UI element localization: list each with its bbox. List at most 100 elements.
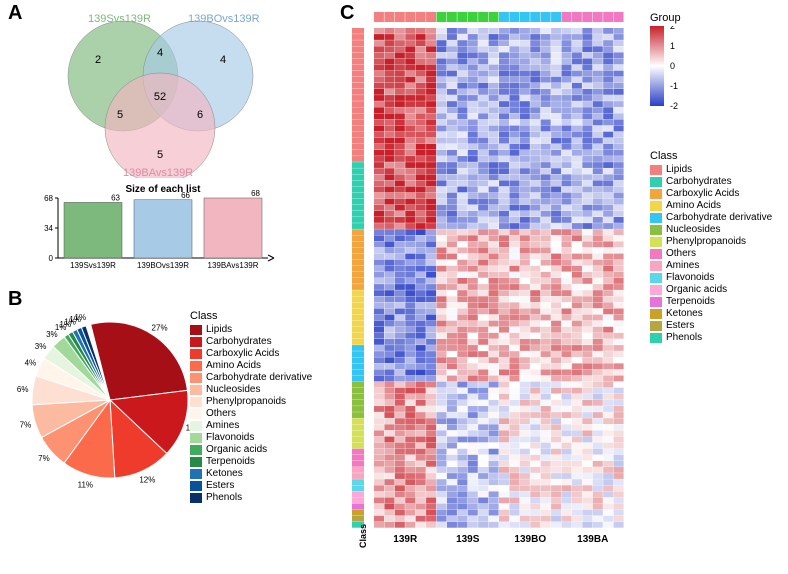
svg-text:139Svs139R: 139Svs139R [88,13,151,25]
legend-swatch [650,165,662,175]
legend-swatch [650,333,662,343]
legend-swatch [190,445,202,455]
svg-text:6%: 6% [17,385,29,394]
svg-text:52: 52 [154,91,166,103]
class-pie-chart: 27%14%12%11%7%7%6%4%3%3%1%1%1%1%1% [10,300,210,500]
svg-text:139BA: 139BA [577,534,608,545]
legend-swatch [190,469,202,479]
scale-title: Group [650,12,710,24]
svg-text:12%: 12% [139,476,155,485]
legend-label: Others [206,408,236,419]
legend-item: Phenylpropanoids [650,236,780,247]
legend-label: Carboxylic Acids [666,188,739,199]
heatmap: 139R139S139BO139BAClass [350,10,640,560]
legend-item: Amino Acids [650,200,780,211]
legend-item: Organic acids [650,284,780,295]
legend-swatch [190,349,202,359]
legend-label: Carbohydrate derivative [206,372,312,383]
legend-item: Flavonoids [190,432,320,443]
legend-item: Nucleosides [190,384,320,395]
legend-label: Phenylpropanoids [206,396,286,407]
legend-label: Esters [206,480,234,491]
legend-swatch [190,325,202,335]
legend-item: Nucleosides [650,224,780,235]
svg-text:4: 4 [157,47,163,59]
pie-legend: ClassLipidsCarbohydratesCarboxylic Acids… [190,310,320,504]
legend-label: Carbohydrates [206,336,272,347]
venn-diagram: 139Svs139R139BOvs139R139BAvs139R24545652 [28,8,288,178]
legend-item: Terpenoids [650,296,780,307]
class-legend-title: Class [650,150,780,162]
svg-text:139BAvs139R: 139BAvs139R [208,261,259,270]
legend-swatch [650,285,662,295]
svg-text:7%: 7% [20,420,32,429]
legend-swatch [650,213,662,223]
svg-text:0: 0 [49,254,54,263]
legend-item: Amines [190,420,320,431]
svg-text:2: 2 [670,26,675,31]
svg-text:139BO: 139BO [514,534,546,545]
legend-swatch [190,421,202,431]
legend-label: Amines [666,260,699,271]
legend-label: Carbohydrates [666,176,732,187]
legend-label: Amines [206,420,239,431]
svg-text:68: 68 [44,194,53,203]
panel-a-label: A [8,2,22,25]
legend-item: Carbohydrates [190,336,320,347]
legend-item: Phenols [650,332,780,343]
legend-label: Organic acids [666,284,727,295]
legend-label: Nucleosides [666,224,720,235]
svg-text:Class: Class [358,524,368,548]
legend-label: Amino Acids [666,200,721,211]
svg-text:-1: -1 [670,81,678,91]
svg-text:6: 6 [197,109,203,121]
legend-label: Ketones [666,308,703,319]
heatmap-class-legend: ClassLipidsCarbohydratesCarboxylic Acids… [650,150,780,344]
legend-item: Carbohydrate derivative [190,372,320,383]
svg-text:3%: 3% [35,342,47,351]
legend-item: Carboxylic Acids [190,348,320,359]
svg-text:68: 68 [251,189,260,198]
svg-text:139R: 139R [393,534,418,545]
list-size-bar-chart: Size of each list0346863139Svs139R66139B… [28,180,288,280]
legend-swatch [190,457,202,467]
legend-label: Esters [666,320,694,331]
legend-swatch [650,201,662,211]
legend-item: Others [650,248,780,259]
legend-swatch [650,225,662,235]
legend-label: Others [666,248,696,259]
svg-text:-2: -2 [670,101,678,111]
legend-item: Esters [650,320,780,331]
legend-label: Phenols [666,332,702,343]
svg-text:4: 4 [220,54,226,66]
svg-text:1: 1 [670,41,675,51]
legend-swatch [650,237,662,247]
legend-swatch [190,493,202,503]
legend-label: Amino Acids [206,360,261,371]
legend-swatch [190,337,202,347]
svg-text:5: 5 [157,149,163,161]
legend-swatch [190,373,202,383]
legend-swatch [650,321,662,331]
legend-swatch [190,361,202,371]
legend-label: Carbohydrate derivative [666,212,772,223]
legend-swatch [650,177,662,187]
legend-swatch [190,409,202,419]
svg-text:27%: 27% [152,323,168,332]
legend-label: Lipids [206,324,232,335]
svg-text:4%: 4% [25,358,37,367]
svg-text:7%: 7% [38,454,50,463]
legend-item: Ketones [650,308,780,319]
legend-label: Carboxylic Acids [206,348,279,359]
legend-item: Ketones [190,468,320,479]
legend-swatch [650,309,662,319]
legend-swatch [190,385,202,395]
heatmap-colorscale: Group -2-1012 [650,12,710,121]
legend-label: Flavonoids [666,272,714,283]
legend-swatch [650,297,662,307]
legend-label: Nucleosides [206,384,260,395]
legend-swatch [650,261,662,271]
svg-text:34: 34 [44,224,53,233]
legend-item: Carbohydrates [650,176,780,187]
svg-text:139BOvs139R: 139BOvs139R [137,261,189,270]
